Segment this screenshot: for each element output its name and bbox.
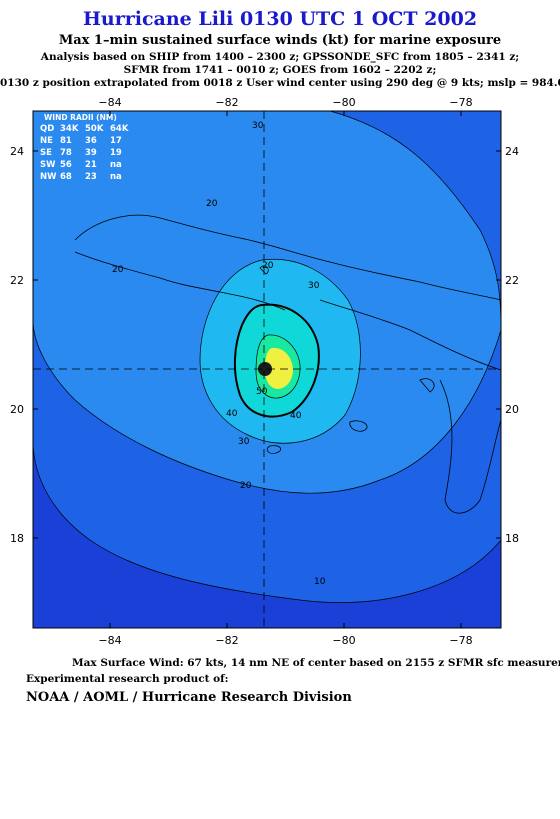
contour-label-group: 20 20 20 30 30 30 40 40 50 20 10	[112, 121, 326, 587]
lat-tick-left: 20	[10, 403, 24, 416]
lon-tick-bottom: −82	[215, 634, 238, 647]
wind-radii-quadrant: NW	[40, 172, 57, 182]
analysis-line-1: Analysis based on SHIP from 1400 – 2300 …	[40, 51, 520, 63]
wind-radii-header-64k: 64K	[110, 124, 129, 134]
lon-tick-bottom: −84	[98, 634, 121, 647]
lon-tick-bottom: −78	[449, 634, 472, 647]
wind-radii-value: 78	[60, 148, 72, 158]
contour-label: 30	[308, 281, 320, 291]
wind-radii-value: 39	[85, 148, 97, 158]
contour-label: 40	[226, 409, 238, 419]
lat-tick-right: 24	[505, 145, 519, 158]
lat-tick-left: 18	[10, 532, 24, 545]
wind-radii-value: 19	[110, 148, 122, 158]
organization-name: NOAA / AOML / Hurricane Research Divisio…	[26, 690, 352, 705]
contour-lines	[33, 111, 501, 603]
storm-center	[258, 362, 272, 376]
contour-label: 20	[240, 481, 252, 491]
contour-label: 20	[112, 265, 124, 275]
axis-ticks	[33, 111, 501, 628]
contour-label: 10	[314, 577, 326, 587]
max-wind-note: Max Surface Wind: 67 kts, 14 nm NE of ce…	[72, 657, 560, 669]
land-outlines	[74, 214, 501, 514]
wind-radii-value: 81	[60, 136, 72, 146]
lon-tick-top: −84	[98, 96, 121, 109]
wind-level-60-plus	[265, 347, 293, 389]
lat-tick-right: 20	[505, 403, 519, 416]
product-note: Experimental research product of:	[26, 673, 229, 685]
wind-radii-value: 23	[85, 172, 97, 182]
wind-radii-title: WIND RADII (NM)	[44, 113, 117, 122]
wind-radii-quadrant: SE	[40, 148, 52, 158]
contour-label: 20	[262, 261, 274, 271]
wind-contours: 20 20 20 30 30 30 40 40 50 20 10 WIND RA…	[33, 111, 501, 628]
map-frame	[32, 110, 502, 629]
lon-tick-top: −78	[449, 96, 472, 109]
wind-radii-header-qd: QD	[40, 124, 54, 134]
wind-radii-header-50k: 50K	[85, 124, 104, 134]
lat-tick-right: 18	[505, 532, 519, 545]
wind-radii-value: 56	[60, 160, 72, 170]
wind-radii-table: WIND RADII (NM) QD 34K 50K 64K NE 81 36 17 S…	[40, 113, 129, 182]
analysis-line-3: 0130 z position extrapolated from 0018 z…	[0, 77, 560, 89]
lat-tick-left: 24	[10, 145, 24, 158]
wind-radii-value: 21	[85, 160, 97, 170]
wind-radii-value: na	[110, 172, 122, 182]
wind-radii-value: 17	[110, 136, 122, 146]
center-crosshair	[33, 111, 501, 628]
wind-radii-value: 36	[85, 136, 97, 146]
axis-labels: −84 −82 −80 −78 −84 −82 −80 −78 24 22 20…	[10, 96, 519, 647]
map-subtitle: Max 1–min sustained surface winds (kt) f…	[58, 33, 502, 48]
wind-radii-rows: NE 81 36 17 SE 78 39 19 SW 56 21 na NW 68 23 na	[40, 136, 122, 182]
wind-radii-value: 68	[60, 172, 72, 182]
contour-label: 30	[238, 437, 250, 447]
wind-radii-value: na	[110, 160, 122, 170]
contour-label: 50	[256, 387, 268, 397]
contour-label: 30	[252, 121, 264, 131]
contour-label: 20	[206, 199, 218, 209]
lat-tick-left: 22	[10, 274, 24, 287]
lat-tick-right: 22	[505, 274, 519, 287]
lon-tick-bottom: −80	[332, 634, 355, 647]
wind-radii-quadrant: NE	[40, 136, 53, 146]
wind-radii-quadrant: SW	[40, 160, 56, 170]
contour-label: 40	[290, 411, 302, 421]
wind-radii-header-34k: 34K	[60, 124, 79, 134]
lon-tick-top: −80	[332, 96, 355, 109]
page-title: Hurricane Lili 0130 UTC 1 OCT 2002	[82, 8, 478, 30]
analysis-line-2: SFMR from 1741 – 0010 z; GOES from 1602 …	[123, 64, 437, 76]
lon-tick-top: −82	[215, 96, 238, 109]
